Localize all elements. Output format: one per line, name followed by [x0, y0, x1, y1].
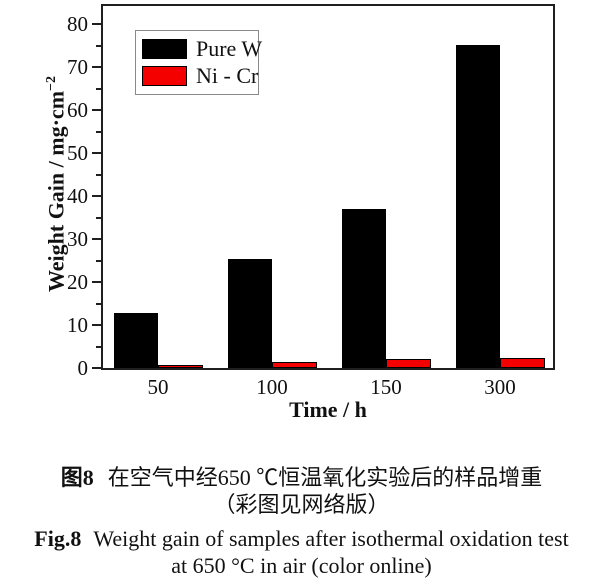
- y-axis-major-tick: [92, 281, 101, 283]
- x-axis-title: Time / h: [289, 397, 367, 422]
- y-axis-tick-label: 10: [67, 313, 88, 337]
- x-axis-tick-label: 150: [370, 375, 402, 399]
- y-axis-major-tick: [92, 195, 101, 197]
- y-axis-major-tick: [92, 109, 101, 111]
- x-axis-tick-label: 300: [484, 375, 516, 399]
- y-axis-major-tick: [92, 66, 101, 68]
- caption-zh-line2: （彩图见网络版）: [213, 492, 390, 517]
- caption-en-text: Weight gain of samples after isothermal …: [93, 526, 569, 551]
- y-axis-tick-label: 70: [67, 55, 88, 79]
- caption-en-line2: at 650 °C in air (color online): [171, 553, 432, 578]
- y-axis-major-tick: [92, 23, 101, 25]
- caption-zh-text: 在空气中经650 ℃恒温氧化实验后的样品增重: [107, 465, 543, 490]
- bar-pure-w-300: [456, 45, 500, 368]
- bar-pure-w-100: [228, 259, 272, 368]
- y-axis-minor-tick: [96, 173, 101, 176]
- y-axis-tick-label: 60: [67, 98, 88, 122]
- legend: Pure W Ni - Cr: [135, 30, 262, 95]
- caption-zh-line1: 图8 在空气中经650 ℃恒温氧化实验后的样品增重: [0, 464, 603, 491]
- y-axis-minor-tick: [96, 216, 101, 219]
- legend-item-pure-w: Pure W: [142, 37, 262, 61]
- y-axis-tick-label: 0: [77, 356, 89, 380]
- bar-ni-cr-50: [158, 365, 203, 368]
- bar-ni-cr-150: [386, 359, 431, 368]
- bar-ni-cr-100: [272, 362, 317, 368]
- legend-label-pure-w: Pure W: [196, 36, 263, 61]
- x-axis-tick-label: 50: [147, 375, 169, 399]
- caption-zh-number: 图8: [60, 465, 94, 490]
- legend-swatch-ni-cr: [142, 66, 187, 86]
- y-axis-tick-label: 40: [67, 184, 88, 208]
- y-axis-major-tick: [92, 238, 101, 240]
- figure-caption: 图8 在空气中经650 ℃恒温氧化实验后的样品增重 （彩图见网络版） Fig.8 W…: [0, 464, 603, 579]
- legend-label-ni-cr: Ni - Cr: [196, 63, 259, 88]
- bar-ni-cr-300: [500, 358, 545, 368]
- y-axis-minor-tick: [96, 44, 101, 47]
- x-axis-tick-label: 100: [256, 375, 288, 399]
- caption-en-line1: Fig.8 Weight gain of samples after isothe…: [0, 525, 603, 552]
- y-axis-tick-label: 80: [67, 12, 88, 36]
- y-axis-tick-label: 30: [67, 227, 88, 251]
- y-axis-major-tick: [92, 367, 101, 369]
- bar-pure-w-150: [342, 209, 386, 368]
- caption-en-number: Fig.8: [34, 526, 82, 551]
- y-axis-minor-tick: [96, 130, 101, 133]
- y-axis-tick-label: 50: [67, 141, 88, 165]
- plot-area: Pure W Ni - Cr: [101, 4, 555, 370]
- legend-swatch-pure-w: [142, 39, 187, 59]
- y-axis-minor-tick: [96, 259, 101, 262]
- y-axis-tick-label: 20: [67, 270, 88, 294]
- y-axis-major-tick: [92, 152, 101, 154]
- y-axis-major-tick: [92, 324, 101, 326]
- y-axis-minor-tick: [96, 87, 101, 90]
- legend-item-ni-cr: Ni - Cr: [142, 64, 258, 88]
- y-axis-minor-tick: [96, 345, 101, 348]
- bar-pure-w-50: [114, 313, 158, 368]
- y-axis-minor-tick: [96, 302, 101, 305]
